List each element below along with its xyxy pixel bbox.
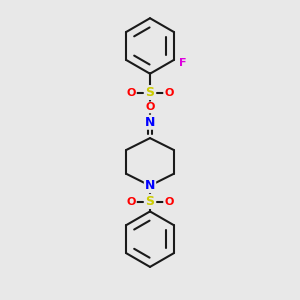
Text: O: O bbox=[164, 196, 173, 206]
Text: N: N bbox=[145, 179, 155, 192]
Text: O: O bbox=[145, 102, 155, 112]
Text: O: O bbox=[127, 88, 136, 98]
Text: O: O bbox=[164, 88, 173, 98]
Text: S: S bbox=[146, 195, 154, 208]
Text: F: F bbox=[179, 58, 186, 68]
Text: N: N bbox=[145, 116, 155, 129]
Text: S: S bbox=[146, 86, 154, 99]
Text: O: O bbox=[127, 196, 136, 206]
